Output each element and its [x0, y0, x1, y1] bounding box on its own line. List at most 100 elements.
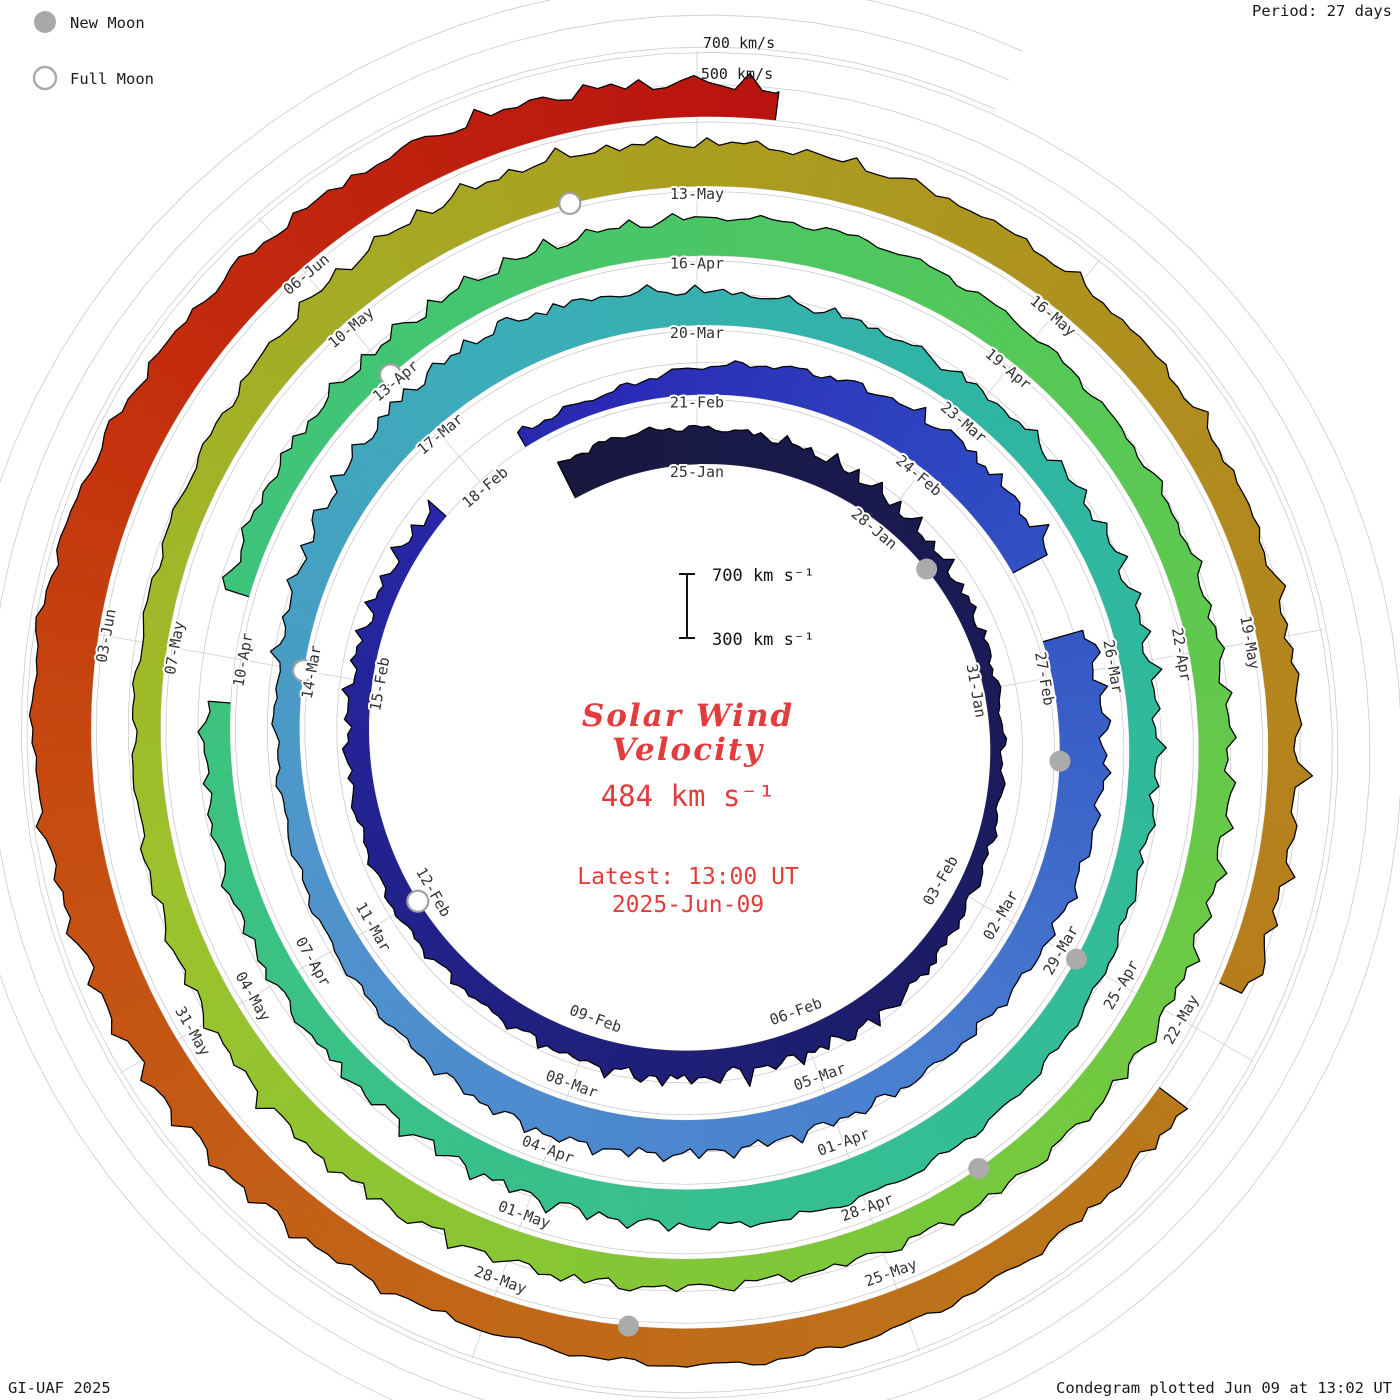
velocity-band-segment [1264, 686, 1298, 702]
velocity-outline [131, 135, 1314, 1293]
velocity-band-segment [681, 145, 695, 187]
latest-time-label: Latest: 13:00 UT [577, 864, 799, 890]
date-label: 13-May [670, 185, 724, 203]
velocity-band-segment [695, 425, 703, 465]
scalebar-bottom-label: 300 km s⁻¹ [712, 630, 814, 650]
new-moon-marker [1049, 750, 1071, 772]
velocity-band-segment [703, 290, 714, 326]
velocity-band-segment [203, 741, 231, 753]
velocity-band-segment [704, 1049, 714, 1081]
velocity-band-segment [724, 1326, 740, 1363]
date-label: 25-Jan [670, 463, 724, 481]
center-scalebar: 700 km s⁻¹ 300 km s⁻¹ [679, 566, 814, 650]
velocity-band-segment [35, 755, 93, 772]
velocity-band-segment [705, 137, 720, 187]
top-scale: 700 km/s 500 km/s [701, 34, 775, 83]
velocity-band-segment [1128, 728, 1157, 739]
velocity-band-segment [711, 1327, 727, 1364]
velocity-band-segment [687, 367, 696, 396]
velocity-band-segment [1268, 736, 1296, 750]
velocity-band-segment [704, 216, 717, 256]
velocity-band-segment [29, 714, 92, 731]
velocity-band-segment [135, 730, 161, 743]
moon-legend: New Moon Full Moon [32, 11, 154, 91]
velocity-band-segment [31, 728, 92, 744]
new-moon-marker [968, 1157, 990, 1179]
new-moon-icon [34, 11, 56, 33]
velocity-band-segment [1198, 758, 1229, 771]
velocity-band-segment [682, 425, 691, 466]
velocity-outline [341, 424, 1008, 1088]
velocity-band-segment [1128, 718, 1156, 730]
velocity-band-segment [989, 725, 1004, 733]
velocity-band-segment [132, 764, 163, 779]
chart-title-line2: Velocity [612, 732, 764, 768]
velocity-band-segment [203, 751, 232, 764]
velocity-band-segment [687, 1258, 700, 1286]
top-scale-500-label: 500 km/s [701, 65, 773, 83]
full-moon-marker [558, 191, 582, 216]
velocity-band-segment [698, 1189, 710, 1231]
velocity-band-segment [342, 748, 371, 757]
velocity-band-segment [702, 366, 712, 395]
velocity-band-segment [344, 754, 371, 764]
velocity-band-segment [699, 1328, 714, 1365]
plotted-timestamp: Condegram plotted Jun 09 at 13:02 UT [1056, 1379, 1392, 1397]
center-text: Solar Wind Velocity 484 km s⁻¹ Latest: 1… [577, 698, 799, 918]
velocity-band-segment [990, 750, 1002, 758]
velocity-band-segment [706, 1119, 717, 1150]
velocity-band-segment [679, 75, 695, 118]
velocity-band-segment [131, 742, 162, 755]
velocity-band-segment [132, 706, 161, 721]
top-scale-700-label: 700 km/s [703, 34, 775, 52]
new-moon-marker [618, 1315, 639, 1337]
velocity-band-segment [686, 1328, 701, 1368]
scalebar-top-label: 700 km s⁻¹ [712, 566, 814, 586]
velocity-band-layer [29, 72, 1314, 1368]
velocity-band-segment [676, 293, 687, 327]
velocity-band-segment [990, 738, 1007, 746]
velocity-band-segment [671, 368, 682, 397]
velocity-band-segment [1129, 755, 1158, 767]
velocity-band-segment [688, 1189, 700, 1230]
latest-date-label: 2025-Jun-09 [612, 892, 764, 918]
velocity-band-segment [988, 719, 1003, 727]
velocity-band-segment [277, 749, 301, 760]
velocity-band-segment [347, 734, 370, 742]
new-moon-marker [1065, 948, 1087, 970]
current-velocity-value: 484 km s⁻¹ [601, 779, 776, 813]
velocity-band-segment [652, 87, 669, 119]
velocity-band-segment [699, 1258, 712, 1286]
velocity-band-segment [719, 85, 736, 118]
velocity-band-segment [694, 216, 706, 256]
velocity-outline-layer [28, 72, 1314, 1368]
credit-label: GI-UAF 2025 [8, 1379, 111, 1397]
velocity-band-segment [277, 741, 301, 751]
moon-marker-layer [291, 191, 1087, 1337]
velocity-band-segment [695, 368, 704, 395]
velocity-band-segment [688, 425, 696, 465]
velocity-band-segment [131, 753, 162, 767]
velocity-outline [197, 284, 1167, 1232]
velocity-band-segment [1268, 749, 1299, 763]
velocity-band-segment [679, 367, 689, 396]
new-moon-legend-label: New Moon [70, 14, 145, 32]
velocity-band-segment [1059, 737, 1103, 747]
full-moon-icon [32, 65, 58, 91]
velocity-band-segment [673, 1328, 688, 1368]
date-label: 20-Mar [670, 324, 724, 342]
velocity-band-segment [720, 1257, 735, 1292]
velocity-band-segment [31, 742, 92, 758]
chart-title-line1: Solar Wind [582, 698, 794, 734]
full-moon-legend-label: Full Moon [70, 70, 154, 88]
velocity-band-segment [1197, 714, 1230, 728]
velocity-band-segment [1196, 703, 1229, 717]
velocity-outline [516, 360, 1050, 574]
velocity-outline [28, 72, 1189, 1368]
velocity-band-segment [1198, 747, 1229, 761]
period-label: Period: 27 days [1252, 2, 1392, 20]
velocity-band-segment [698, 1050, 706, 1078]
